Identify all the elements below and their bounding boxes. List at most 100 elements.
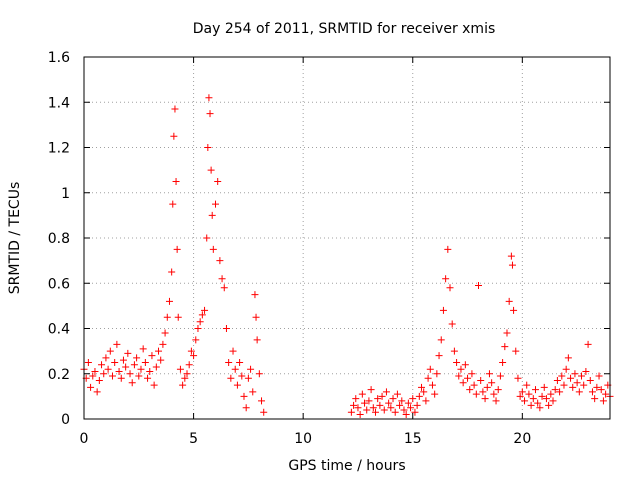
x-axis-label: GPS time / hours: [288, 458, 405, 474]
data-point: [173, 245, 181, 253]
data-point: [407, 404, 415, 412]
data-point: [144, 374, 152, 382]
data-point: [571, 370, 579, 378]
data-point: [87, 383, 95, 391]
x-tick-label: 20: [513, 431, 531, 447]
data-point: [93, 388, 101, 396]
data-point: [494, 386, 502, 394]
data-point: [126, 370, 134, 378]
data-point: [507, 252, 515, 260]
data-point: [470, 381, 478, 389]
data-point: [490, 390, 498, 398]
data-point: [225, 358, 233, 366]
data-point: [483, 383, 491, 391]
data-point: [124, 349, 132, 357]
data-point: [422, 397, 430, 405]
data-point: [391, 408, 399, 416]
plot-frame: [83, 56, 611, 420]
data-point: [501, 343, 509, 351]
data-point: [481, 395, 489, 403]
data-point: [128, 379, 136, 387]
data-point: [540, 383, 548, 391]
data-point: [499, 358, 507, 366]
data-point: [113, 340, 121, 348]
data-point: [382, 388, 390, 396]
y-tick-label: 0.2: [48, 367, 70, 383]
data-point: [479, 388, 487, 396]
data-point: [84, 358, 92, 366]
data-point: [591, 395, 599, 403]
data-point: [171, 105, 179, 113]
data-point: [444, 245, 452, 253]
data-point: [521, 397, 529, 405]
data-point: [361, 399, 369, 407]
data-point: [433, 370, 441, 378]
data-point: [227, 374, 235, 382]
data-point: [505, 297, 513, 305]
x-tick-label: 10: [294, 431, 312, 447]
data-point: [352, 395, 360, 403]
data-point: [492, 397, 500, 405]
data-point: [466, 386, 474, 394]
data-point: [588, 388, 596, 396]
data-point: [95, 377, 103, 385]
data-point: [172, 177, 180, 185]
data-point: [595, 372, 603, 380]
data-point: [201, 306, 209, 314]
chart-title: Day 254 of 2011, SRMTID for receiver xmi…: [193, 21, 496, 37]
data-point: [111, 358, 119, 366]
data-point: [122, 363, 130, 371]
data-point: [518, 388, 526, 396]
data-point: [347, 408, 355, 416]
data-point: [231, 365, 239, 373]
data-point: [556, 388, 564, 396]
data-point: [220, 284, 228, 292]
data-point: [468, 370, 476, 378]
data-point: [393, 390, 401, 398]
data-point: [204, 144, 212, 151]
data-point: [409, 395, 417, 403]
data-point: [135, 372, 143, 380]
data-point: [531, 386, 539, 394]
data-point: [115, 367, 123, 375]
y-tick-label: 0: [61, 412, 70, 428]
data-point: [378, 392, 386, 400]
data-point: [367, 386, 375, 394]
data-point: [258, 397, 266, 405]
data-point: [374, 395, 382, 403]
data-point: [523, 381, 531, 389]
data-point: [578, 372, 586, 380]
data-point: [169, 200, 177, 208]
data-point: [593, 383, 601, 391]
x-tick-label: 15: [404, 431, 422, 447]
data-point: [387, 404, 395, 412]
data-point: [439, 306, 447, 314]
data-point: [155, 347, 163, 355]
data-point: [569, 383, 577, 391]
data-point: [584, 340, 592, 348]
data-point: [453, 358, 461, 366]
data-point: [380, 406, 388, 414]
data-point: [137, 365, 145, 373]
data-point: [415, 392, 423, 400]
data-point: [214, 177, 222, 185]
data-point: [512, 347, 520, 355]
data-point: [404, 399, 412, 407]
data-point: [450, 347, 458, 355]
data-point: [150, 381, 158, 389]
x-tick-label: 5: [189, 431, 198, 447]
grid-lines: [84, 57, 610, 419]
data-point: [485, 370, 493, 378]
data-point: [203, 234, 211, 242]
data-point: [174, 313, 182, 321]
data-point: [207, 166, 215, 174]
data-point: [402, 410, 410, 418]
data-point: [426, 365, 434, 373]
data-point: [558, 372, 566, 380]
data-point: [582, 367, 590, 375]
data-point: [508, 261, 516, 269]
data-point: [431, 390, 439, 398]
data-point: [170, 132, 178, 140]
data-point: [176, 365, 184, 373]
data-point: [260, 408, 268, 416]
